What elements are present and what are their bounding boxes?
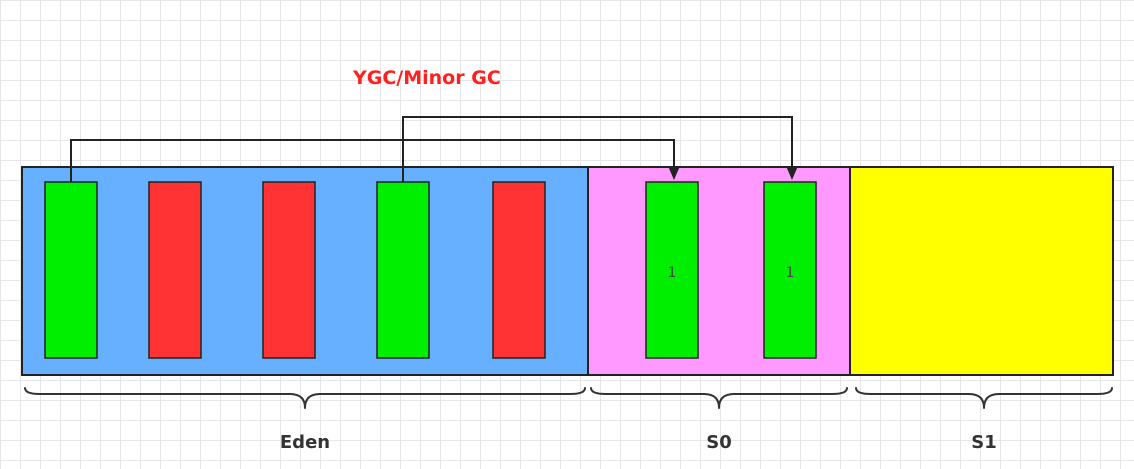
arrow-head-icon bbox=[668, 166, 680, 180]
copy-arrow-line bbox=[402, 116, 793, 182]
copy-arrow-line bbox=[70, 139, 675, 182]
object-age-label: 1 bbox=[786, 265, 795, 281]
eden-object-dead bbox=[148, 181, 202, 359]
s1-brace bbox=[855, 387, 1113, 409]
eden-object-live bbox=[376, 181, 430, 359]
object-age-label: 1 bbox=[668, 265, 677, 281]
eden-brace bbox=[24, 387, 586, 409]
eden-label: Eden bbox=[280, 432, 330, 453]
s0-label: S0 bbox=[706, 432, 732, 453]
s1-region bbox=[849, 166, 1114, 376]
arrow-head-icon bbox=[786, 166, 798, 180]
diagram-title: YGC/Minor GC bbox=[352, 67, 501, 89]
s0-object-live bbox=[645, 181, 699, 359]
s0-object-live bbox=[763, 181, 817, 359]
s0-brace bbox=[590, 387, 848, 409]
s1-label: S1 bbox=[971, 432, 997, 453]
eden-object-live bbox=[44, 181, 98, 359]
eden-object-dead bbox=[262, 181, 316, 359]
eden-object-dead bbox=[492, 181, 546, 359]
